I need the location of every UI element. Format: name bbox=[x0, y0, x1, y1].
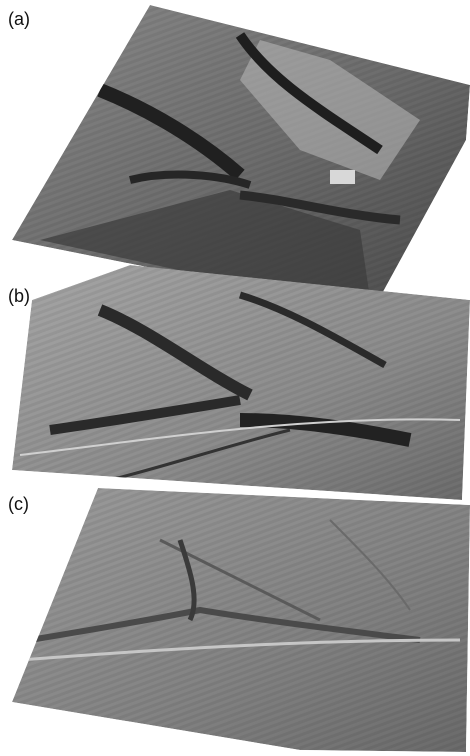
panel-b-image bbox=[12, 265, 470, 500]
panel-label: (a) bbox=[8, 9, 30, 29]
panel-label: (b) bbox=[8, 286, 30, 306]
panel-a-image bbox=[12, 5, 470, 312]
panel-c-image bbox=[12, 488, 470, 752]
figure: (a) (b) (c) bbox=[0, 0, 470, 756]
panel-label: (c) bbox=[8, 494, 29, 514]
